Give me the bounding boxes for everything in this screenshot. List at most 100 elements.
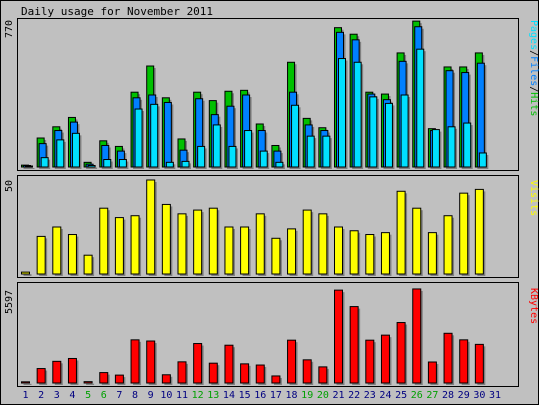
- hits-panel: 770 Pages/Files/Hits: [4, 18, 539, 171]
- bar-pages-day-22: [353, 61, 364, 169]
- bar-pages-day-5: [87, 165, 98, 169]
- bar-pages-day-21: [338, 58, 348, 169]
- bar-pages-day-26: [416, 48, 426, 169]
- bar-visits-day-29: [459, 192, 470, 276]
- bar-pages-day-19-fill: [306, 135, 315, 168]
- bar-visits-day-18: [287, 228, 298, 276]
- day-label-11: 11: [176, 390, 188, 401]
- bar-kbytes-day-21: [334, 289, 345, 385]
- bar-kbytes-day-21-fill: [334, 289, 343, 384]
- bar-kbytes-day-8: [130, 339, 142, 385]
- day-label-19: 19: [301, 390, 313, 401]
- bar-pages-day-29-fill: [463, 122, 472, 168]
- ylabel-sep-1: /: [528, 50, 539, 56]
- bar-pages-day-27-fill: [431, 129, 440, 168]
- bar-kbytes-day-15: [240, 363, 251, 385]
- kbytes-bars: [21, 288, 486, 385]
- day-label-28: 28: [442, 390, 454, 401]
- kbytes-ymax-label: 5597: [4, 290, 15, 314]
- bar-visits-day-16-fill: [255, 213, 265, 275]
- bar-kbytes-day-5: [83, 381, 95, 385]
- bar-kbytes-day-4-fill: [67, 357, 77, 384]
- kbytes-panel: 5597 KBytes: [4, 282, 539, 387]
- bar-visits-day-26: [412, 207, 423, 276]
- kbytes-ylabel: KBytes: [528, 288, 539, 324]
- bar-kbytes-day-13-fill: [208, 362, 218, 384]
- bar-kbytes-day-2: [36, 368, 48, 385]
- bar-visits-day-7-fill: [114, 217, 124, 275]
- bar-kbytes-day-2-fill: [36, 368, 46, 384]
- hits-ymax-label: 770: [4, 20, 15, 38]
- bar-kbytes-day-14-fill: [224, 344, 234, 384]
- day-label-31: 31: [489, 390, 501, 401]
- bar-kbytes-day-22-fill: [349, 306, 359, 384]
- bar-kbytes-day-24-fill: [380, 334, 390, 384]
- bar-kbytes-day-18: [287, 339, 298, 385]
- bar-visits-day-27-fill: [427, 232, 437, 275]
- bar-kbytes-day-1: [21, 381, 32, 385]
- bar-kbytes-day-14: [224, 344, 235, 385]
- bar-pages-day-25-fill: [400, 94, 409, 168]
- bar-kbytes-day-12-fill: [193, 343, 203, 384]
- visits-bars: [21, 179, 486, 276]
- bar-pages-day-15: [244, 130, 254, 169]
- bar-visits-day-4-fill: [67, 234, 77, 275]
- bar-kbytes-day-12: [193, 343, 204, 385]
- bar-pages-day-6: [103, 159, 113, 169]
- bar-visits-day-9: [146, 179, 157, 276]
- bar-kbytes-day-28: [443, 332, 455, 385]
- bar-visits-day-16: [255, 213, 267, 276]
- bar-pages-day-8: [134, 108, 145, 169]
- bar-kbytes-day-22: [349, 306, 361, 385]
- day-label-2: 2: [38, 390, 44, 401]
- bar-pages-day-14: [228, 145, 238, 169]
- bar-visits-day-23-fill: [365, 234, 375, 275]
- bar-pages-day-8-fill: [134, 108, 143, 168]
- chart-title: Daily usage for November 2011: [21, 5, 213, 18]
- bar-visits-day-21: [334, 226, 345, 276]
- day-label-12: 12: [192, 390, 204, 401]
- day-label-9: 9: [148, 390, 154, 401]
- bar-visits-day-2-fill: [36, 235, 46, 275]
- bar-visits-day-3: [52, 226, 63, 276]
- bar-kbytes-day-27: [427, 361, 439, 385]
- day-label-1: 1: [22, 390, 28, 401]
- bar-visits-day-17: [271, 237, 282, 276]
- day-label-5: 5: [85, 390, 91, 401]
- bar-kbytes-day-9-fill: [146, 340, 156, 384]
- day-label-18: 18: [286, 390, 298, 401]
- bar-visits-day-29-fill: [459, 192, 469, 275]
- bar-kbytes-day-7-fill: [114, 374, 124, 384]
- bar-files-day-30-fill: [476, 62, 485, 168]
- day-label-20: 20: [317, 390, 329, 401]
- bar-kbytes-day-26: [412, 288, 423, 385]
- bar-pages-day-20-fill: [322, 135, 331, 168]
- bar-kbytes-day-9: [146, 340, 157, 385]
- bar-pages-day-11-fill: [181, 160, 190, 168]
- day-label-30: 30: [473, 390, 485, 401]
- bar-pages-day-11: [181, 160, 191, 169]
- bar-kbytes-day-19-fill: [302, 359, 312, 384]
- day-label-4: 4: [69, 390, 75, 401]
- day-label-3: 3: [54, 390, 60, 401]
- bar-pages-day-3-fill: [56, 139, 65, 168]
- bar-visits-day-13-fill: [208, 207, 218, 275]
- bar-pages-day-28-fill: [447, 126, 456, 168]
- bar-visits-day-15: [240, 226, 251, 276]
- bar-pages-day-5-fill: [87, 165, 96, 168]
- hits-panel-frame: [17, 18, 519, 171]
- bar-kbytes-day-25: [396, 322, 408, 385]
- bar-kbytes-day-13: [208, 362, 220, 385]
- bar-kbytes-day-26-fill: [412, 288, 422, 384]
- day-label-15: 15: [239, 390, 251, 401]
- day-label-10: 10: [160, 390, 172, 401]
- bar-visits-day-25: [396, 190, 408, 276]
- visits-panel: 50 Visits: [4, 175, 539, 278]
- bar-pages-day-16-fill: [259, 150, 268, 168]
- bar-kbytes-day-10-fill: [161, 374, 171, 384]
- bar-kbytes-day-17: [271, 375, 282, 385]
- bar-kbytes-day-20: [318, 366, 329, 385]
- day-label-24: 24: [379, 390, 391, 401]
- bar-pages-day-24: [384, 102, 395, 169]
